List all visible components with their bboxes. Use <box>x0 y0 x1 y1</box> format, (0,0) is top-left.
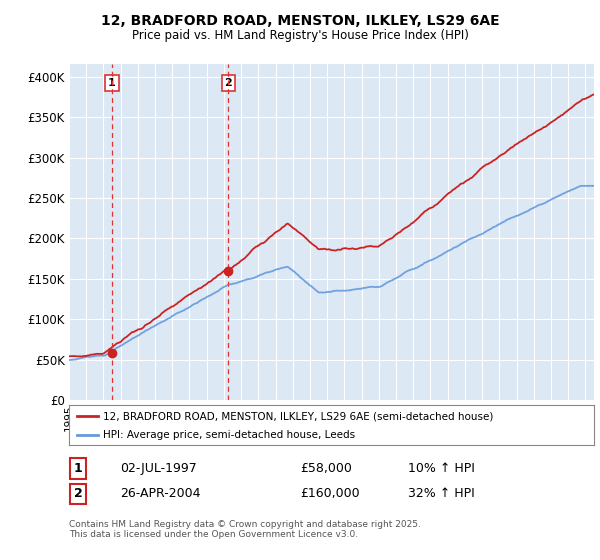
Text: 32% ↑ HPI: 32% ↑ HPI <box>408 487 475 501</box>
Text: 12, BRADFORD ROAD, MENSTON, ILKLEY, LS29 6AE (semi-detached house): 12, BRADFORD ROAD, MENSTON, ILKLEY, LS29… <box>103 411 493 421</box>
Text: 12, BRADFORD ROAD, MENSTON, ILKLEY, LS29 6AE: 12, BRADFORD ROAD, MENSTON, ILKLEY, LS29… <box>101 14 499 28</box>
Text: HPI: Average price, semi-detached house, Leeds: HPI: Average price, semi-detached house,… <box>103 430 355 440</box>
Text: 1: 1 <box>108 78 116 88</box>
Text: £58,000: £58,000 <box>300 462 352 475</box>
Text: 1: 1 <box>74 462 82 475</box>
Text: 26-APR-2004: 26-APR-2004 <box>120 487 200 501</box>
Text: 2: 2 <box>74 487 82 501</box>
Text: 10% ↑ HPI: 10% ↑ HPI <box>408 462 475 475</box>
Text: 02-JUL-1997: 02-JUL-1997 <box>120 462 197 475</box>
Text: Contains HM Land Registry data © Crown copyright and database right 2025.
This d: Contains HM Land Registry data © Crown c… <box>69 520 421 539</box>
Text: 2: 2 <box>224 78 232 88</box>
Text: Price paid vs. HM Land Registry's House Price Index (HPI): Price paid vs. HM Land Registry's House … <box>131 29 469 42</box>
Text: £160,000: £160,000 <box>300 487 359 501</box>
